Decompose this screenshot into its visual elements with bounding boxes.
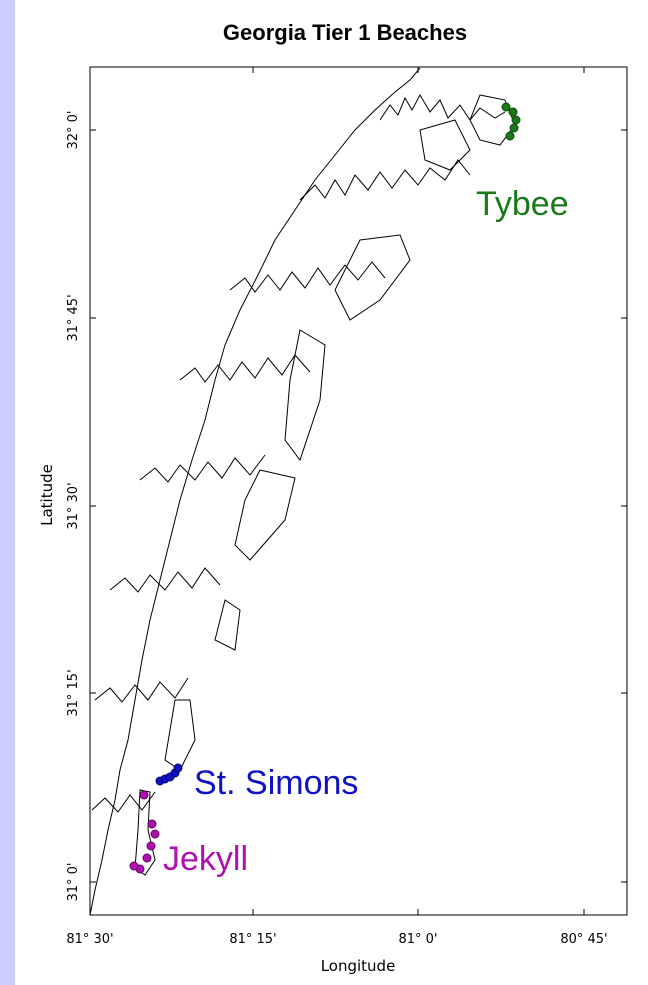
y-tick-label: 32° 0': [66, 110, 81, 149]
label-tybee: Tybee: [476, 185, 569, 223]
y-tick-label: 31° 30': [66, 482, 81, 529]
y-tick-label: 31° 0': [66, 862, 81, 901]
map-title: Georgia Tier 1 Beaches: [222, 20, 468, 45]
x-tick-label: 81° 15': [229, 932, 276, 947]
map-plot: Tybee St. Simons Jekyll 32° 0' 31° 45' 3…: [38, 66, 628, 975]
st-simons-markers: [155, 763, 183, 786]
label-st-simons: St. Simons: [194, 764, 358, 802]
jekyll-markers: [129, 790, 160, 874]
coastline: [89, 67, 516, 916]
x-tick-label: 80° 45': [560, 932, 607, 947]
tybee-markers: [501, 102, 521, 141]
label-jekyll: Jekyll: [163, 840, 248, 878]
y-tick-label: 31° 45': [66, 294, 81, 341]
figure: Georgia Tier 1 Beaches: [15, 0, 648, 985]
y-tick-label: 31° 15': [66, 669, 81, 716]
y-axis-title: Latitude: [38, 464, 56, 526]
x-tick-label: 81° 30': [66, 932, 113, 947]
plot-frame: [89, 66, 628, 916]
x-tick-label: 81° 0': [398, 932, 437, 947]
tick-marks: [90, 67, 627, 915]
x-axis-title: Longitude: [321, 957, 396, 975]
